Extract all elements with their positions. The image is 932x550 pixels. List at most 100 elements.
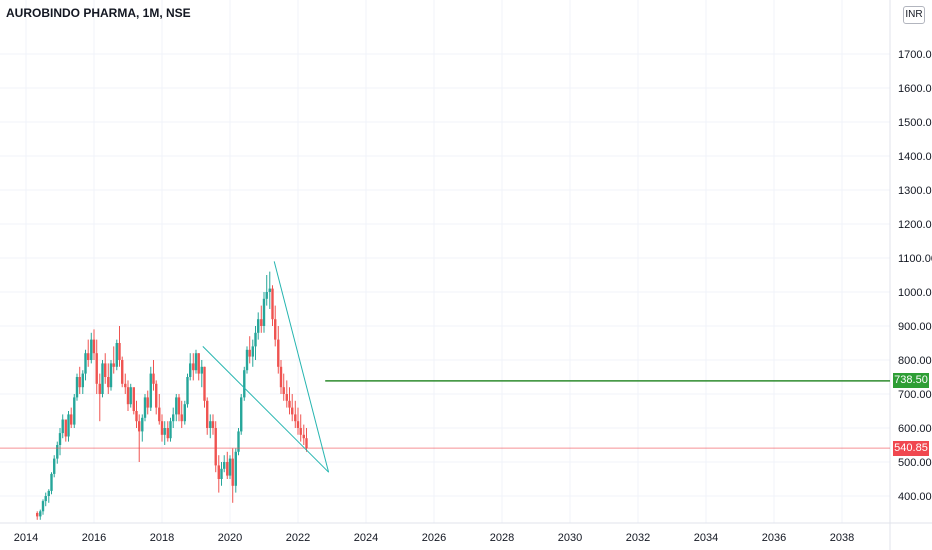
y-tick-label: 600.00	[898, 423, 932, 435]
candle	[132, 387, 135, 415]
x-tick-label: 2034	[694, 532, 718, 544]
candle-body	[160, 421, 164, 435]
candle-body	[262, 298, 266, 326]
candle	[189, 353, 192, 381]
candle-body	[92, 339, 96, 354]
candle	[160, 414, 164, 442]
candle	[67, 411, 70, 442]
y-tick-label: 1200.00	[898, 219, 932, 231]
candle	[226, 451, 229, 479]
candle	[180, 400, 183, 428]
candle-body	[254, 332, 257, 347]
exchange-label: NSE	[166, 6, 191, 20]
candle	[146, 390, 149, 415]
x-tick-label: 2018	[150, 532, 174, 544]
candle-body	[226, 462, 229, 476]
candle	[234, 448, 237, 493]
candlestick-series[interactable]	[36, 271, 308, 520]
candle-body	[302, 434, 305, 439]
candle	[129, 383, 132, 408]
candle	[78, 366, 81, 394]
candle-body	[197, 353, 200, 374]
candle-body	[192, 363, 195, 371]
candle	[194, 349, 198, 374]
y-tick-label: 500.00	[898, 457, 932, 469]
candle	[237, 428, 240, 456]
x-tick-label: 2028	[490, 532, 514, 544]
candle-body	[112, 363, 115, 367]
candle-body	[98, 383, 101, 394]
candle	[70, 407, 73, 428]
candle-body	[214, 428, 217, 466]
candle	[95, 339, 98, 394]
candle	[299, 414, 302, 442]
candle-body	[118, 343, 121, 360]
candle-body	[180, 414, 183, 422]
candle	[274, 305, 277, 347]
candle-body	[47, 490, 50, 496]
candle-body	[265, 292, 268, 299]
candle	[245, 346, 249, 374]
candle	[135, 400, 138, 428]
y-tick-label: 400.00	[898, 491, 932, 503]
candle	[98, 373, 101, 422]
x-tick-label: 2014	[14, 532, 38, 544]
candle	[84, 349, 87, 381]
trendline	[273, 261, 330, 473]
candle	[104, 353, 107, 384]
candle	[75, 373, 79, 401]
interval-label: 1M	[142, 6, 160, 20]
y-axis: 400.00 500.00 600.00 700.00 800.00 900.00 1000…	[898, 49, 932, 503]
x-tick-label: 2030	[558, 532, 582, 544]
candle-body	[220, 468, 223, 479]
candle-body	[245, 349, 249, 371]
candle-body	[90, 339, 93, 360]
candle	[53, 455, 56, 478]
candle	[169, 417, 172, 442]
candle-body	[39, 511, 42, 517]
candle-body	[223, 462, 226, 469]
candle-body	[237, 431, 240, 452]
candle	[39, 509, 42, 520]
candle	[211, 414, 215, 435]
candle-body	[296, 421, 300, 428]
currency-badge[interactable]: INR	[903, 6, 925, 24]
candle-body	[104, 363, 107, 377]
candle	[243, 366, 246, 401]
candle-body	[203, 366, 206, 401]
x-tick-label: 2032	[626, 532, 650, 544]
candle	[101, 360, 104, 398]
candle	[197, 353, 200, 381]
candle	[240, 394, 243, 435]
candle-body	[175, 397, 178, 415]
candle-body	[186, 377, 189, 405]
candle-body	[177, 397, 181, 415]
candle	[149, 366, 152, 411]
candle-body	[149, 373, 152, 408]
candle-body	[285, 394, 288, 401]
candle	[183, 400, 186, 425]
candle-body	[64, 419, 67, 437]
candle-body	[209, 421, 212, 428]
y-tick-label: 1500.00	[898, 117, 932, 129]
candle-body	[101, 363, 104, 394]
drawing-overlays[interactable]	[0, 261, 890, 473]
y-tick-label: 1400.00	[898, 151, 932, 163]
candle	[175, 394, 178, 422]
candle	[155, 380, 158, 415]
candle-body	[271, 288, 274, 320]
candle-body	[73, 397, 76, 425]
candle	[56, 441, 59, 464]
x-tick-label: 2020	[218, 532, 242, 544]
candle	[220, 462, 223, 486]
y-tick-label: 1100.00	[898, 253, 932, 265]
candle	[251, 339, 254, 367]
candle	[61, 414, 64, 439]
candle	[109, 360, 113, 391]
x-tick-label: 2036	[762, 532, 786, 544]
candle	[126, 380, 130, 411]
candle-body	[288, 400, 291, 408]
candle-body	[84, 353, 87, 374]
candle	[47, 489, 50, 503]
